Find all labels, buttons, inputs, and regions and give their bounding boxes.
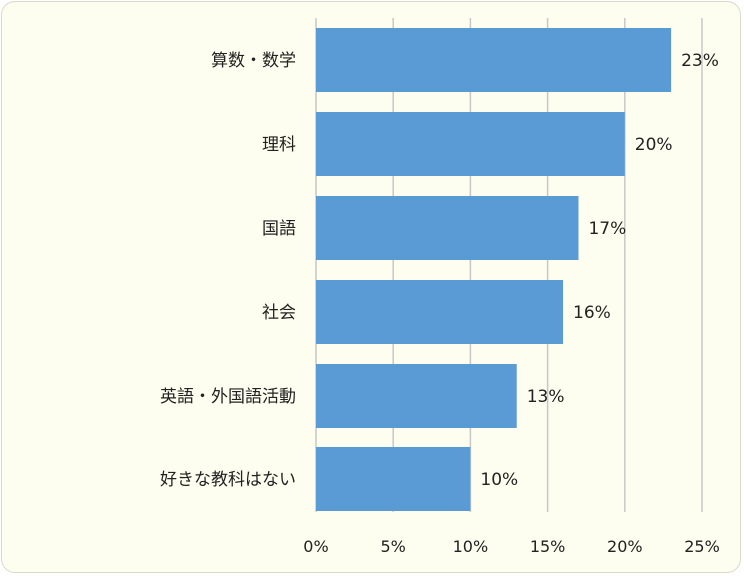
category-label: 国語 xyxy=(262,219,296,239)
x-tick-label: 20% xyxy=(607,537,643,556)
category-label: 好きな教科はない xyxy=(160,470,296,490)
value-label: 16% xyxy=(573,303,611,323)
category-label: 理科 xyxy=(262,135,296,155)
bar xyxy=(316,280,564,344)
x-tick-label: 25% xyxy=(684,537,720,556)
x-tick-label: 5% xyxy=(381,537,406,556)
value-label: 20% xyxy=(635,135,673,155)
x-tick-label: 15% xyxy=(530,537,566,556)
value-label: 10% xyxy=(480,470,518,490)
category-label: 算数・数学 xyxy=(211,51,296,71)
bar xyxy=(316,28,672,92)
value-label: 13% xyxy=(527,387,565,407)
category-label: 社会 xyxy=(262,303,296,323)
x-tick-label: 10% xyxy=(453,537,489,556)
x-axis-ticks: 0% 5% 10% 15% 20% 25% xyxy=(303,537,719,556)
grid-lines xyxy=(315,18,703,512)
value-label: 17% xyxy=(588,219,626,239)
bars xyxy=(316,28,672,511)
bar xyxy=(316,447,471,511)
bar xyxy=(316,196,579,260)
x-tick-label: 0% xyxy=(303,537,328,556)
value-labels: 23% 20% 17% 16% 13% 10% xyxy=(480,51,719,490)
bar xyxy=(316,112,625,176)
value-label: 23% xyxy=(681,51,719,71)
bar xyxy=(316,364,517,428)
category-label: 英語・外国語活動 xyxy=(160,387,296,407)
